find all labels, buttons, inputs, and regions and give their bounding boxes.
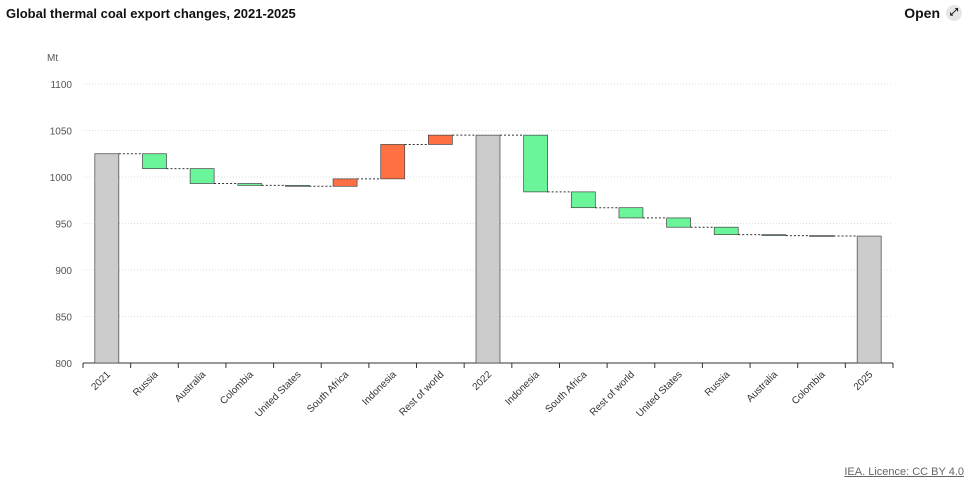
bar — [94, 153, 120, 364]
bar — [618, 207, 644, 219]
y-tick-label: 900 — [55, 266, 72, 277]
bar — [380, 144, 406, 180]
y-tick-label: 1050 — [50, 127, 73, 138]
y-tick-label: 1100 — [50, 80, 72, 91]
x-tick-label: 2021 — [89, 369, 113, 393]
bar — [809, 235, 834, 237]
bar — [666, 217, 691, 228]
x-tick-label: 2025 — [852, 369, 876, 393]
open-button[interactable]: Open ⤢ — [904, 5, 962, 21]
y-tick-label: 1000 — [50, 173, 73, 184]
x-tick-label: Indonesia — [360, 369, 399, 408]
x-tick-label: Australia — [173, 369, 209, 405]
x-tick-label: United States — [253, 369, 303, 419]
x-tick-label: Russia — [703, 369, 733, 399]
x-tick-label: Colombia — [790, 369, 828, 407]
x-tick-label: 2022 — [471, 369, 495, 393]
x-tick-label: Rest of world — [397, 369, 446, 418]
bar — [237, 183, 263, 186]
bar — [332, 178, 358, 187]
y-tick-label: 850 — [55, 313, 72, 324]
chart-title: Global thermal coal export changes, 2021… — [6, 6, 296, 21]
bar — [761, 234, 787, 236]
bar — [475, 134, 501, 364]
bar — [570, 191, 596, 209]
x-tick-label: Colombia — [218, 369, 256, 407]
bar — [428, 134, 453, 145]
source-link[interactable]: IEA. Licence: CC BY 4.0 — [844, 466, 964, 478]
expand-icon[interactable]: ⤢ — [946, 5, 962, 21]
bar — [189, 168, 215, 184]
x-tick-label: United States — [634, 369, 684, 419]
x-tick-label: South Africa — [544, 369, 590, 415]
x-tick-label: South Africa — [305, 369, 351, 415]
bar — [523, 134, 548, 193]
bar — [285, 185, 310, 187]
bar — [713, 226, 739, 236]
open-label[interactable]: Open — [904, 5, 940, 21]
x-tick-label: Russia — [131, 369, 161, 399]
bar — [856, 235, 882, 364]
x-tick-label: Indonesia — [503, 369, 542, 408]
y-tick-label: 950 — [55, 220, 72, 231]
x-tick-label: Australia — [745, 369, 781, 405]
x-tick-label: Rest of world — [588, 369, 637, 418]
chart: Mt 800 850 900 950 1000 1050 1100 2021 Russia Aus… — [47, 53, 894, 420]
bar — [142, 153, 167, 169]
y-axis-label: Mt — [47, 53, 58, 64]
y-tick-label: 800 — [55, 359, 72, 370]
